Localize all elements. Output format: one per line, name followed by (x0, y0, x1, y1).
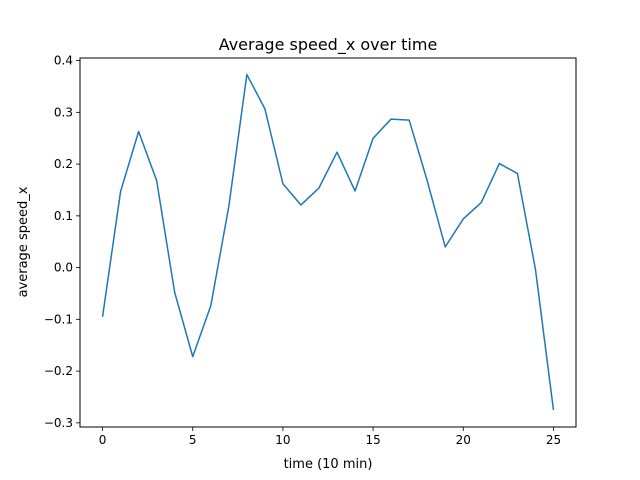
x-tick-label: 25 (546, 433, 561, 447)
series-line-0 (101, 73, 555, 411)
x-axis: 0 5 10 15 20 25 (99, 427, 561, 447)
y-tick-label: −0.1 (44, 312, 73, 326)
y-axis: −0.3 −0.2 −0.1 0.0 0.1 0.2 0.3 0.4 (44, 54, 80, 430)
plot-area (101, 73, 555, 411)
y-tick-label: 0.4 (54, 54, 73, 68)
y-axis-label: average speed_x (16, 186, 31, 297)
y-tick-label: −0.2 (44, 364, 73, 378)
chart-title: Average speed_x over time (219, 35, 438, 55)
x-tick-label: 5 (189, 433, 197, 447)
y-tick-label: 0.1 (54, 209, 73, 223)
y-tick-label: 0.2 (54, 157, 73, 171)
axes-frame (79, 57, 577, 428)
x-tick-label: 10 (275, 433, 290, 447)
y-tick-label: 0.3 (54, 105, 73, 119)
x-tick-label: 15 (365, 433, 380, 447)
x-tick-label: 0 (99, 433, 107, 447)
y-tick-label: 0.0 (54, 261, 73, 275)
x-tick-label: 20 (456, 433, 471, 447)
y-tick-label: −0.3 (44, 416, 73, 430)
x-axis-label: time (10 min) (284, 457, 373, 472)
